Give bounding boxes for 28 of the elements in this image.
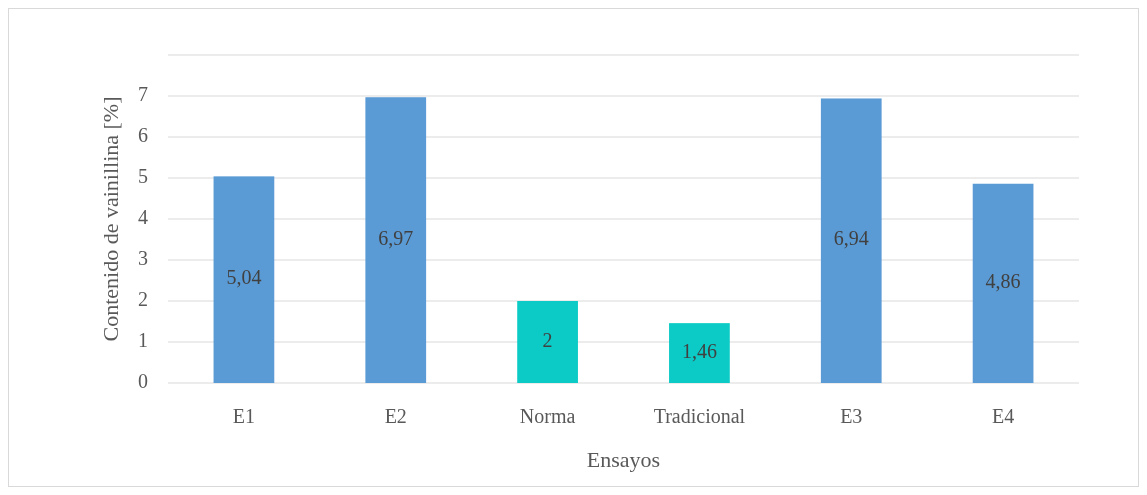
y-tick-label: 0 [138, 369, 148, 392]
bar [365, 97, 427, 383]
bar [669, 323, 730, 383]
bar [213, 176, 275, 383]
x-tick-label: E2 [384, 405, 407, 427]
x-tick-label: Norma [519, 405, 576, 427]
bar [517, 301, 578, 383]
y-tick-label: 1 [138, 328, 148, 351]
y-tick-label: 6 [138, 123, 148, 146]
bar [972, 183, 1034, 383]
x-tick-label: Tradicional [653, 405, 746, 427]
y-tick-label: 7 [138, 82, 148, 105]
data-label: 4,86 [985, 269, 1021, 292]
data-label: 5,04 [226, 266, 262, 289]
y-tick-label: 5 [138, 164, 148, 187]
x-tick-label: E3 [840, 405, 863, 427]
x-tick-label: E1 [232, 405, 256, 427]
data-label: 2 [542, 328, 553, 351]
y-tick-label: 4 [138, 205, 148, 228]
y-tick-label: 3 [138, 246, 148, 269]
data-label: 1,46 [681, 339, 717, 362]
y-tick-label: 2 [138, 287, 148, 310]
x-axis-title: Ensayos [586, 447, 661, 472]
data-label: 6,94 [833, 227, 869, 250]
y-axis-title: Contenido de vainillina [%] [98, 96, 123, 342]
bar [820, 98, 882, 383]
data-label: 6,97 [378, 226, 414, 249]
x-tick-label: E4 [991, 405, 1015, 427]
